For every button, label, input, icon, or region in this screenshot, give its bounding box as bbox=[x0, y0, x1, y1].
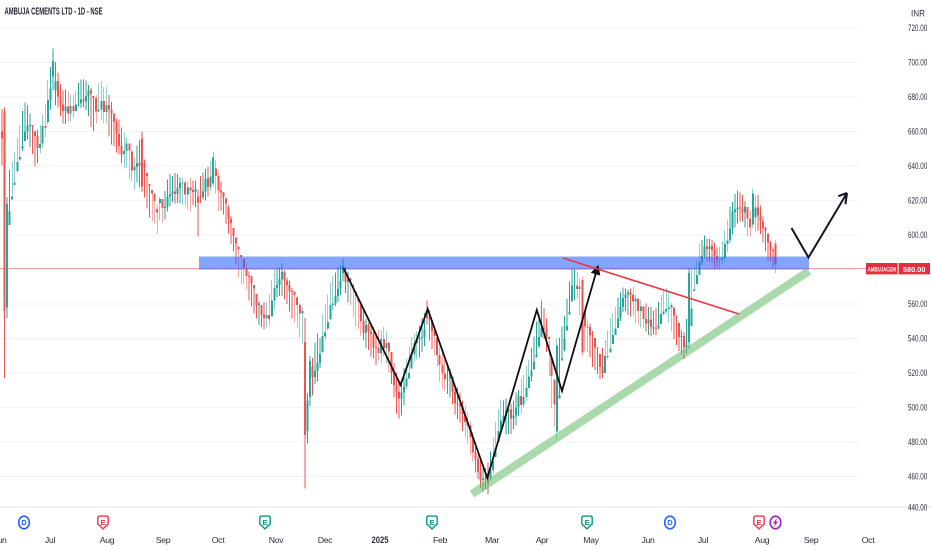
svg-text:Aug: Aug bbox=[100, 535, 115, 545]
svg-text:600.00: 600.00 bbox=[908, 230, 927, 240]
svg-text:520.00: 520.00 bbox=[908, 368, 927, 378]
svg-text:Jun: Jun bbox=[641, 535, 655, 545]
svg-text:Mar: Mar bbox=[485, 535, 499, 545]
svg-text:Aug: Aug bbox=[755, 535, 770, 545]
svg-text:Dec: Dec bbox=[318, 535, 334, 545]
svg-text:D: D bbox=[667, 518, 673, 527]
svg-text:640.00: 640.00 bbox=[908, 161, 927, 171]
svg-text:May: May bbox=[583, 535, 599, 545]
svg-text:480.00: 480.00 bbox=[908, 437, 927, 447]
svg-text:INR: INR bbox=[911, 9, 925, 19]
svg-text:700.00: 700.00 bbox=[908, 58, 927, 68]
svg-text:540.00: 540.00 bbox=[908, 334, 927, 344]
svg-text:Nov: Nov bbox=[269, 535, 285, 545]
svg-text:440.00: 440.00 bbox=[908, 503, 927, 513]
svg-text:E: E bbox=[262, 518, 267, 527]
svg-text:AMBUJACEM: AMBUJACEM bbox=[868, 266, 896, 273]
svg-text:500.00: 500.00 bbox=[908, 403, 927, 413]
svg-text:680.00: 680.00 bbox=[908, 92, 927, 102]
svg-text:560.00: 560.00 bbox=[908, 299, 927, 309]
svg-text:2025: 2025 bbox=[372, 535, 389, 545]
svg-text:Apr: Apr bbox=[536, 535, 549, 545]
svg-text:Sep: Sep bbox=[156, 535, 171, 545]
svg-text:Jun: Jun bbox=[0, 535, 7, 545]
svg-text:720.00: 720.00 bbox=[908, 23, 927, 33]
svg-text:E: E bbox=[100, 518, 105, 527]
svg-text:Oct: Oct bbox=[862, 535, 876, 545]
svg-text:D: D bbox=[21, 518, 27, 527]
svg-text:Feb: Feb bbox=[433, 535, 448, 545]
svg-text:AMBUJA CEMENTS LTD - 1D - NSE: AMBUJA CEMENTS LTD - 1D - NSE bbox=[5, 6, 103, 18]
svg-text:E: E bbox=[584, 518, 589, 527]
svg-text:460.00: 460.00 bbox=[908, 472, 927, 482]
svg-text:620.00: 620.00 bbox=[908, 196, 927, 206]
svg-text:Sep: Sep bbox=[804, 535, 819, 545]
svg-text:Jul: Jul bbox=[45, 535, 56, 545]
svg-text:E: E bbox=[429, 518, 434, 527]
svg-text:E: E bbox=[756, 518, 761, 527]
svg-text:Oct: Oct bbox=[212, 535, 226, 545]
svg-text:580.00: 580.00 bbox=[903, 265, 926, 274]
svg-text:660.00: 660.00 bbox=[908, 127, 927, 137]
svg-text:Jul: Jul bbox=[698, 535, 709, 545]
